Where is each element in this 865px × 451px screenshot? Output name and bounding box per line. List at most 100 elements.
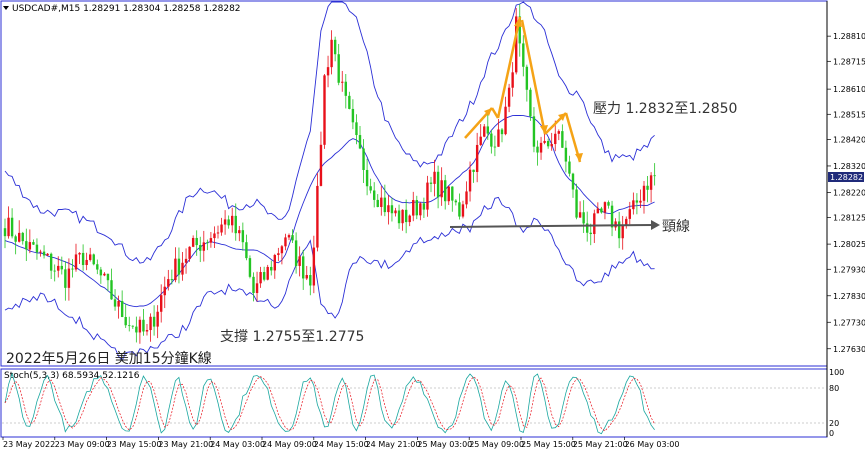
candle-body	[32, 242, 35, 245]
candle-body	[348, 95, 351, 109]
symbol-menu-icon[interactable]	[3, 6, 9, 10]
current-price-badge	[828, 172, 864, 182]
candle-body	[145, 330, 149, 332]
candle-body	[344, 81, 347, 96]
candle-body	[252, 276, 255, 294]
candle-body	[273, 255, 276, 271]
candle-body	[351, 108, 355, 123]
candle-body	[525, 66, 529, 90]
candle-body	[142, 319, 145, 332]
arrow-head-down	[520, 19, 547, 135]
candle-body	[316, 185, 319, 248]
candle-body	[177, 258, 181, 275]
candle-body	[582, 212, 585, 224]
candle-body	[504, 106, 507, 135]
candle-body	[259, 272, 262, 284]
time-tick-label: 25 May 03:00	[417, 440, 472, 449]
candle-body	[472, 169, 475, 172]
candle-body	[213, 233, 216, 239]
stoch-tick-100: 100	[829, 368, 844, 377]
price-tick-label: 1.28125	[833, 214, 865, 223]
candle-body	[596, 208, 600, 214]
support-label: 支撐 1.2755至1.2775	[220, 329, 364, 345]
time-tick-label: 23 May 15:00	[107, 440, 162, 449]
candle-body	[497, 129, 500, 147]
stoch-main-line	[4, 372, 655, 435]
candle-body	[617, 221, 621, 239]
time-tick-label: 24 May 09:00	[262, 440, 317, 449]
candle-body	[99, 269, 103, 276]
candle-body	[92, 254, 95, 265]
candle-body	[490, 133, 493, 147]
candle-body	[195, 237, 198, 246]
time-tick-label: 26 May 03:00	[625, 440, 680, 449]
candle-body	[128, 325, 131, 327]
candle-body	[156, 311, 159, 327]
candle-body	[67, 268, 71, 288]
candle-body	[440, 180, 443, 198]
candle-body	[248, 258, 252, 277]
candle-body	[635, 200, 639, 203]
candle-body	[515, 16, 518, 73]
price-tick-label: 1.28025	[833, 240, 865, 249]
candle-body	[241, 230, 245, 243]
candle-body	[628, 209, 631, 219]
candle-body	[419, 203, 422, 216]
candle-body	[649, 175, 653, 190]
candle-body	[227, 219, 230, 226]
time-tick-label: 25 May 21:00	[573, 440, 628, 449]
time-tick-label: 23 May 09:00	[55, 440, 110, 449]
candle-body	[444, 180, 447, 202]
candle-body	[415, 200, 418, 216]
candle-body	[486, 126, 489, 134]
candle-body	[621, 224, 624, 239]
main-panel-frame	[0, 0, 828, 367]
candle-body	[646, 185, 649, 190]
candle-body	[42, 251, 46, 256]
candle-body	[170, 279, 174, 281]
candle-body	[483, 126, 486, 137]
price-tick-label: 1.28610	[833, 85, 865, 94]
candle-body	[362, 148, 365, 170]
candle-body	[199, 245, 202, 251]
candle-body	[245, 242, 248, 259]
candle-body	[546, 140, 550, 147]
price-axis-ticks: 1.28810 1.28715 1.28610 1.28515 1.28420 1.283…	[827, 32, 865, 354]
candle-body	[305, 275, 308, 279]
candle-body	[458, 202, 461, 217]
candle-body	[593, 213, 596, 235]
candle-body	[426, 182, 429, 210]
candle-body	[167, 279, 170, 287]
candle-body	[96, 264, 99, 270]
price-tick-label: 1.27630	[833, 345, 865, 354]
candle-body	[539, 142, 543, 153]
price-tick-label: 1.28715	[833, 57, 865, 66]
candle-body	[231, 215, 234, 226]
candle-body	[447, 186, 450, 202]
candle-body	[287, 235, 291, 238]
candle-body	[110, 280, 113, 300]
stoch-tick-80: 80	[829, 384, 839, 393]
candle-body	[408, 215, 411, 223]
candle-body	[600, 208, 603, 213]
candle-body	[323, 75, 326, 145]
arrow-head-up	[496, 16, 522, 119]
upper-band-line	[4, 1, 655, 264]
candle-body	[202, 242, 205, 251]
stoch-tick-20: 20	[829, 419, 839, 428]
candle-body	[35, 244, 39, 253]
candle-body	[326, 67, 330, 76]
candle-body	[330, 39, 333, 68]
candle-body	[369, 186, 372, 191]
candle-body	[543, 140, 546, 143]
candle-body	[234, 215, 237, 234]
candle-body	[149, 316, 152, 331]
candle-body	[429, 182, 433, 184]
candle-body	[89, 254, 92, 260]
candle-body	[337, 54, 340, 83]
arrow-head	[540, 125, 548, 134]
lower-band-line	[4, 196, 655, 362]
candle-body	[380, 197, 383, 207]
price-tick-label: 1.27930	[833, 265, 865, 274]
